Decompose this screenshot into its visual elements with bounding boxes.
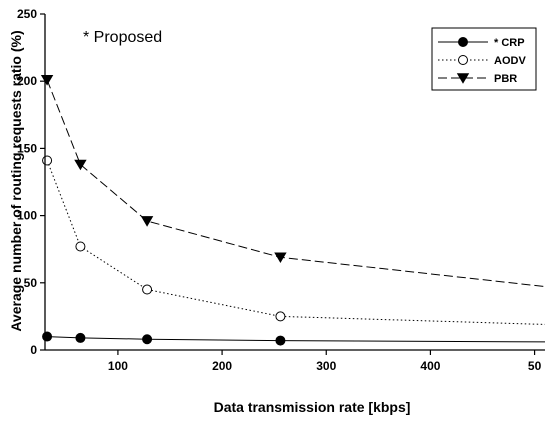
data-point-pbr — [274, 252, 287, 264]
x-tick-label: 100 — [108, 359, 128, 373]
axes: 0 50 100 150 200 250 100 200 300 400 50 — [17, 7, 545, 373]
data-point-aodv — [275, 311, 286, 322]
data-point-aodv — [75, 241, 86, 252]
legend: * CRP AODV PBR — [431, 27, 537, 91]
x-tick-label: 300 — [316, 359, 336, 373]
series-aodv — [46, 160, 545, 325]
series-line-pbr — [46, 79, 545, 288]
legend-marker-aodv — [458, 55, 468, 65]
legend-box — [431, 27, 537, 91]
x-tick-label: 200 — [212, 359, 232, 373]
x-axis-title: Data transmission rate [kbps] — [214, 399, 411, 415]
series-crp — [47, 336, 545, 343]
annotation-text: * Proposed — [83, 29, 162, 46]
y-tick-label: 150 — [17, 141, 37, 155]
legend-marker-crp — [458, 37, 468, 47]
series-line-crp — [47, 336, 545, 343]
markers-crp — [42, 331, 286, 346]
data-point-crp — [142, 334, 153, 345]
data-point-pbr — [140, 216, 154, 227]
y-axis-title: Average number of routing requests ratio… — [8, 30, 24, 331]
data-point-crp — [275, 335, 286, 346]
data-point-aodv — [42, 155, 53, 166]
data-point-aodv — [142, 284, 153, 295]
y-tick-label: 0 — [30, 343, 37, 357]
y-tick-label: 250 — [17, 7, 37, 21]
legend-label-aodv: AODV — [494, 55, 526, 67]
x-tick-label: 50 — [528, 359, 542, 373]
data-point-crp — [42, 331, 53, 342]
legend-label-pbr: PBR — [494, 73, 517, 85]
plot-area — [40, 75, 545, 346]
markers-pbr — [40, 75, 287, 264]
markers-aodv — [42, 155, 286, 322]
y-tick-label: 200 — [17, 74, 37, 88]
legend-marker-pbr — [456, 73, 470, 84]
y-tick-label: 50 — [24, 276, 38, 290]
data-point-pbr — [40, 75, 54, 86]
series-pbr — [46, 79, 545, 288]
data-point-pbr — [74, 159, 87, 171]
legend-label-crp: * CRP — [494, 37, 525, 49]
series-line-aodv — [46, 160, 545, 325]
x-tick-label: 400 — [420, 359, 440, 373]
y-tick-label: 100 — [17, 209, 37, 223]
data-point-crp — [75, 332, 86, 343]
